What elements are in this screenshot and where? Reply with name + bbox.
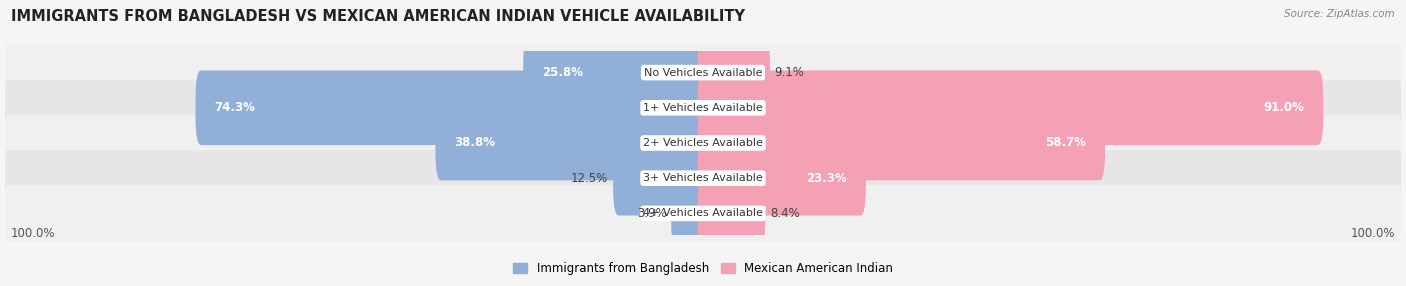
Text: IMMIGRANTS FROM BANGLADESH VS MEXICAN AMERICAN INDIAN VEHICLE AVAILABILITY: IMMIGRANTS FROM BANGLADESH VS MEXICAN AM…	[11, 9, 745, 23]
Text: 38.8%: 38.8%	[454, 136, 495, 150]
Text: 58.7%: 58.7%	[1045, 136, 1085, 150]
Text: 91.0%: 91.0%	[1264, 101, 1305, 114]
Text: 12.5%: 12.5%	[571, 172, 609, 185]
FancyBboxPatch shape	[697, 70, 1323, 145]
Text: 100.0%: 100.0%	[10, 227, 55, 240]
Text: 74.3%: 74.3%	[215, 101, 256, 114]
FancyBboxPatch shape	[6, 150, 1400, 206]
Text: 100.0%: 100.0%	[1351, 227, 1396, 240]
Text: 2+ Vehicles Available: 2+ Vehicles Available	[643, 138, 763, 148]
Text: 23.3%: 23.3%	[806, 172, 846, 185]
Text: 9.1%: 9.1%	[775, 66, 804, 79]
FancyBboxPatch shape	[6, 115, 1400, 171]
Text: 25.8%: 25.8%	[543, 66, 583, 79]
FancyBboxPatch shape	[523, 35, 709, 110]
Text: 3.9%: 3.9%	[637, 207, 666, 220]
FancyBboxPatch shape	[613, 141, 709, 216]
FancyBboxPatch shape	[195, 70, 709, 145]
FancyBboxPatch shape	[697, 141, 866, 216]
FancyBboxPatch shape	[697, 176, 765, 251]
FancyBboxPatch shape	[697, 106, 1105, 180]
FancyBboxPatch shape	[697, 35, 770, 110]
FancyBboxPatch shape	[6, 44, 1400, 101]
FancyBboxPatch shape	[6, 80, 1400, 136]
FancyBboxPatch shape	[6, 185, 1400, 242]
FancyBboxPatch shape	[671, 176, 709, 251]
Text: 8.4%: 8.4%	[770, 207, 800, 220]
Legend: Immigrants from Bangladesh, Mexican American Indian: Immigrants from Bangladesh, Mexican Amer…	[508, 257, 898, 280]
FancyBboxPatch shape	[436, 106, 709, 180]
Text: 4+ Vehicles Available: 4+ Vehicles Available	[643, 208, 763, 219]
Text: 1+ Vehicles Available: 1+ Vehicles Available	[643, 103, 763, 113]
Text: No Vehicles Available: No Vehicles Available	[644, 67, 762, 78]
Text: Source: ZipAtlas.com: Source: ZipAtlas.com	[1284, 9, 1395, 19]
Text: 3+ Vehicles Available: 3+ Vehicles Available	[643, 173, 763, 183]
